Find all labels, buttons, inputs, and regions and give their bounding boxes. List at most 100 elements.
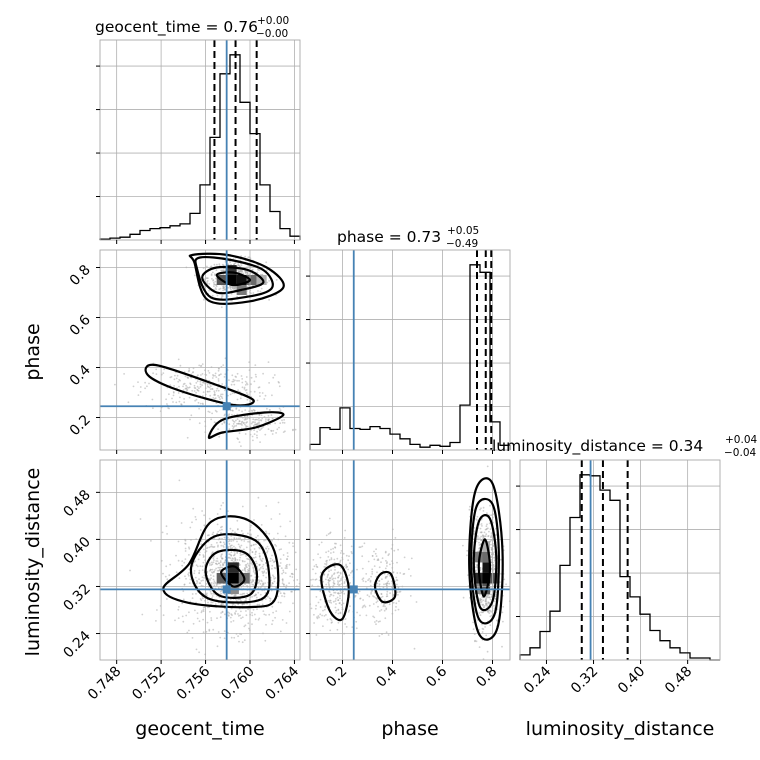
scatter-point — [386, 595, 389, 597]
scatter-point — [383, 609, 386, 612]
scatter-point — [220, 373, 222, 376]
scatter-point — [203, 555, 205, 557]
scatter-point — [472, 628, 475, 631]
scatter-point — [230, 292, 233, 295]
scatter-point — [265, 532, 268, 535]
scatter-point — [343, 592, 346, 595]
scatter-point — [503, 578, 506, 581]
scatter-point — [367, 560, 370, 563]
scatter-point — [243, 421, 245, 424]
scatter-point — [281, 595, 283, 597]
scatter-point — [244, 423, 246, 426]
scatter-point — [198, 551, 201, 554]
scatter-point — [263, 613, 266, 616]
scatter-point — [198, 364, 201, 367]
scatter-point — [210, 564, 213, 566]
xlabel-geocent-time: geocent_time — [135, 718, 264, 740]
scatter-point — [325, 563, 328, 566]
scatter-point — [291, 576, 294, 578]
scatter-point — [187, 370, 190, 373]
scatter-point — [488, 530, 490, 533]
scatter-point — [292, 545, 294, 548]
scatter-point — [339, 590, 342, 592]
scatter-point — [212, 628, 215, 631]
scatter-point — [189, 600, 192, 603]
scatter-point — [479, 508, 481, 511]
scatter-point — [270, 518, 273, 520]
scatter-point — [382, 586, 385, 589]
scatter-point — [216, 569, 219, 572]
scatter-point — [209, 564, 211, 566]
scatter-point — [212, 551, 214, 553]
scatter-point — [244, 380, 247, 383]
scatter-point — [273, 580, 276, 583]
scatter-point — [361, 545, 364, 548]
scatter-point — [344, 529, 347, 532]
scatter-point — [490, 553, 493, 556]
scatter-point — [210, 617, 213, 619]
scatter-point — [235, 610, 237, 613]
scatter-point — [162, 372, 165, 374]
scatter-point — [244, 271, 247, 274]
scatter-point — [199, 565, 202, 567]
scatter-point — [224, 373, 227, 376]
scatter-point — [241, 559, 244, 562]
scatter-point — [245, 392, 248, 394]
scatter-point — [385, 607, 388, 610]
scatter-point — [232, 539, 235, 542]
scatter-point — [139, 518, 142, 520]
scatter-point — [284, 430, 286, 433]
contour-line — [188, 252, 285, 305]
title-luminosity-distance: luminosity_distance = 0.34 +0.04 −0.04 — [492, 434, 757, 459]
scatter-point — [214, 603, 217, 605]
scatter-point — [246, 421, 249, 423]
scatter-point — [232, 620, 235, 622]
scatter-point — [192, 367, 195, 370]
scatter-point — [219, 590, 222, 593]
scatter-point — [243, 625, 246, 628]
scatter-point — [216, 513, 219, 515]
scatter-point — [177, 559, 180, 562]
scatter-point — [323, 574, 325, 576]
scatter-point — [240, 375, 243, 377]
scatter-point — [281, 619, 284, 621]
scatter-point — [295, 568, 298, 571]
scatter-point — [255, 593, 258, 596]
scatter-point — [490, 611, 493, 613]
scatter-point — [482, 599, 485, 602]
scatter-point — [275, 610, 278, 612]
panel-frame — [99, 459, 301, 661]
scatter-point — [372, 595, 374, 597]
scatter-point — [146, 385, 148, 388]
scatter-point — [292, 542, 294, 544]
scatter-point — [195, 382, 198, 384]
scatter-point — [315, 634, 318, 636]
scatter-point — [217, 380, 220, 382]
scatter-point — [368, 578, 371, 580]
scatter-point — [260, 567, 262, 569]
scatter-point — [265, 623, 267, 626]
scatter-point — [233, 561, 235, 563]
scatter-point — [338, 584, 340, 587]
scatter-point — [216, 523, 219, 526]
scatter-point — [279, 562, 282, 564]
scatter-point — [296, 579, 299, 581]
scatter-point — [195, 582, 198, 585]
scatter-point — [243, 388, 246, 390]
scatter-point — [330, 619, 333, 621]
scatter-point — [175, 554, 177, 557]
scatter-point — [258, 552, 261, 555]
scatter-point — [198, 651, 201, 654]
scatter-point — [287, 555, 289, 558]
scatter-point — [321, 614, 323, 617]
panel-frames-layer — [99, 39, 721, 661]
scatter-point — [381, 595, 384, 598]
title-phase: phase = 0.73 +0.05 −0.49 — [337, 225, 479, 250]
scatter-point — [361, 606, 364, 609]
scatter-point — [210, 273, 213, 276]
scatter-point — [191, 637, 194, 639]
scatter-point — [395, 602, 398, 605]
scatter-point — [363, 604, 366, 607]
scatter-point — [245, 376, 248, 378]
scatter-point — [201, 569, 204, 571]
